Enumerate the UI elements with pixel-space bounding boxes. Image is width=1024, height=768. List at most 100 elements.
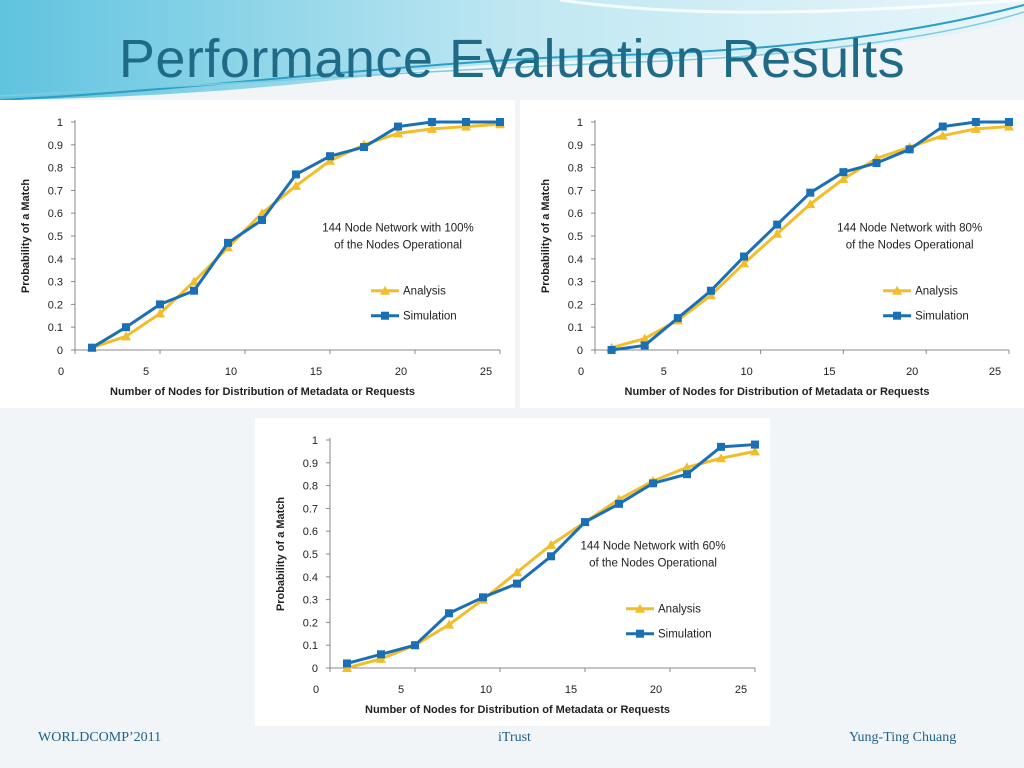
x-tick-label: 15	[823, 366, 835, 378]
legend-marker-simulation	[893, 311, 902, 320]
simulation-point	[806, 188, 815, 197]
y-tick-label: 0.4	[568, 254, 583, 266]
chart-panel-60-percent: 0 0.1 0.2 0.3 0.4 0.5 0.6 0.7 0.8 0.9 1 0 5 10 15 20 25 N…	[255, 418, 770, 726]
x-tick-label: 15	[565, 684, 577, 696]
analysis-point	[838, 174, 849, 183]
y-tick-label: 1	[312, 435, 318, 447]
analysis-point	[427, 123, 437, 133]
analysis-point	[772, 228, 783, 238]
x-tick-label: 10	[480, 684, 492, 696]
analysis-point	[546, 539, 556, 549]
x-tick-label: 5	[398, 684, 404, 696]
analysis-point	[512, 567, 522, 577]
y-tick-label: 0.9	[568, 140, 583, 152]
x-tick-label: 0	[58, 366, 64, 378]
chart-annotation-line: of the Nodes Operational	[846, 239, 974, 251]
chart-100-percent: 00.10.20.30.40.50.60.70.80.910 5 10 15 20 25N…	[20, 117, 505, 398]
simulation-point	[156, 300, 164, 309]
analysis-point	[682, 462, 692, 472]
chart-80-percent: 00.10.20.30.40.50.60.70.80.910 5 10 15 20 25N…	[540, 117, 1014, 398]
simulation-point	[88, 343, 96, 352]
y-tick-label: 0.3	[48, 277, 63, 289]
simulation-point	[394, 122, 402, 131]
simulation-point	[122, 323, 130, 332]
chart-annotation-line: 144 Node Network with 60%	[580, 540, 725, 552]
y-tick-label: 0	[577, 345, 583, 357]
y-tick-label: 0.8	[48, 163, 63, 175]
y-tick-label: 0.5	[48, 231, 63, 243]
simulation-point	[872, 159, 881, 168]
x-tick-label: 20	[906, 366, 918, 378]
simulation-point	[258, 216, 266, 225]
x-axis-label: Number of Nodes for Distribution of Meta…	[110, 386, 415, 398]
analysis-point	[189, 276, 199, 286]
legend-label-simulation: Simulation	[403, 311, 457, 323]
simulation-point	[190, 286, 198, 295]
analysis-point	[970, 123, 981, 133]
simulation-point	[773, 220, 782, 229]
chart-annotation-line: 144 Node Network with 80%	[837, 222, 982, 234]
simulation-point	[706, 286, 715, 295]
y-tick-label: 0.7	[568, 185, 583, 197]
analysis-point	[1004, 121, 1014, 131]
chart-annotation-line: of the Nodes Operational	[334, 239, 462, 251]
y-tick-label: 0.4	[48, 254, 63, 266]
simulation-point	[683, 470, 691, 479]
x-axis-label: Number of Nodes for Distribution of Meta…	[625, 386, 930, 398]
simulation-point	[673, 314, 682, 323]
legend-label-simulation: Simulation	[658, 629, 712, 641]
analysis-point	[739, 258, 750, 268]
x-tick-label: 5	[143, 366, 149, 378]
simulation-point	[496, 118, 504, 126]
y-tick-label: 0.9	[48, 140, 63, 152]
y-axis-label: Probability of a Match	[275, 497, 287, 612]
analysis-point	[325, 155, 335, 165]
y-tick-label: 0.5	[568, 231, 583, 243]
simulation-point	[615, 499, 623, 508]
y-tick-label: 0.3	[303, 595, 318, 607]
x-tick-label: 10	[740, 366, 752, 378]
y-tick-label: 0.6	[48, 208, 63, 220]
chart-panel-100-percent: 0 0.1 0.2 0.3 0.4 0.5 0.6 0.7 0.8 0.9 1 0 5 10 15 20 25 N…	[0, 100, 515, 408]
chart-panel-80-percent: 0 0.1 0.2 0.3 0.4 0.5 0.6 0.7 0.8 0.9 1 0 5 10 15 20 25 N…	[520, 100, 1024, 408]
y-tick-label: 1	[577, 117, 583, 129]
footer-author: Yung-Ting Chuang	[849, 730, 957, 745]
simulation-point	[839, 168, 848, 177]
y-tick-label: 0	[312, 663, 318, 675]
legend-label-simulation: Simulation	[915, 311, 969, 323]
y-tick-label: 0.5	[303, 549, 318, 561]
analysis-point	[223, 242, 233, 252]
simulation-point	[607, 346, 616, 354]
simulation-point	[224, 238, 232, 247]
analysis-point	[121, 331, 131, 341]
y-tick-label: 0.2	[48, 299, 63, 311]
footer-project: iTrust	[498, 730, 531, 745]
x-tick-label: 25	[480, 366, 492, 378]
analysis-point	[639, 333, 650, 343]
simulation-point	[1005, 118, 1013, 126]
simulation-point	[751, 440, 759, 449]
legend-label-analysis: Analysis	[403, 286, 446, 298]
simulation-point	[360, 143, 368, 152]
analysis-point	[805, 199, 816, 209]
simulation-point	[971, 118, 980, 126]
legend-marker-analysis	[380, 285, 390, 295]
analysis-point	[291, 180, 301, 190]
x-tick-label: 10	[225, 366, 237, 378]
y-tick-label: 0.6	[568, 208, 583, 220]
x-tick-label: 25	[989, 366, 1001, 378]
y-tick-label: 0.3	[568, 277, 583, 289]
y-tick-label: 0.7	[303, 503, 318, 515]
footer-conference: WORLDCOMP’2011	[38, 730, 162, 745]
y-tick-label: 0.1	[303, 640, 318, 652]
legend-marker-simulation	[381, 311, 389, 320]
y-axis-label: Probability of a Match	[20, 179, 32, 294]
slide-title: Performance Evaluation Results	[118, 29, 906, 89]
simulation-point	[740, 252, 749, 261]
y-tick-label: 0.4	[303, 572, 318, 584]
simulation-point	[292, 170, 300, 179]
x-tick-label: 15	[310, 366, 322, 378]
y-tick-label: 0.2	[568, 299, 583, 311]
y-axis-label: Probability of a Match	[540, 179, 552, 294]
simulation-point	[445, 609, 453, 618]
